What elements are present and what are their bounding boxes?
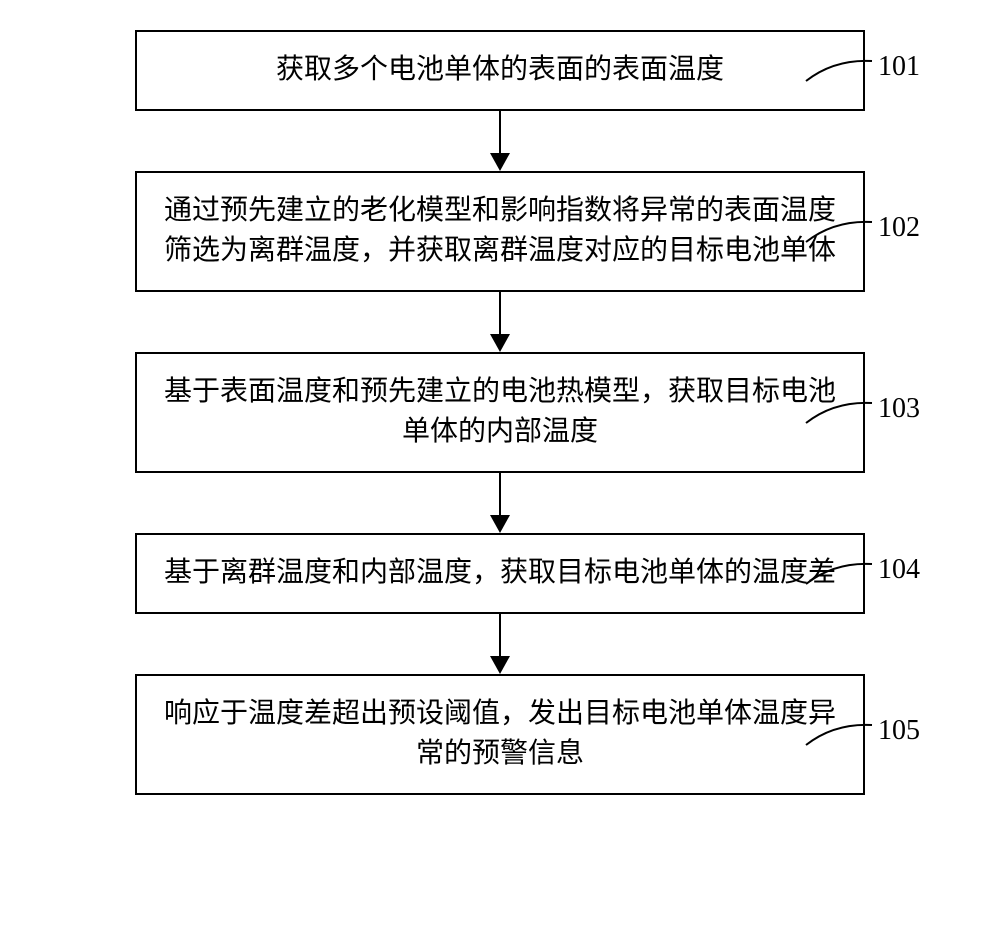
label-connector-icon [804, 397, 874, 427]
arrow-down-icon [480, 614, 520, 674]
step-label-group-105: 105 [804, 719, 920, 749]
step-row-103: 基于表面温度和预先建立的电池热模型，获取目标电池单体的内部温度 103 [40, 352, 960, 473]
label-connector-icon [804, 216, 874, 246]
arrow-down-icon [480, 292, 520, 352]
step-text: 基于离群温度和内部温度，获取目标电池单体的温度差 [164, 553, 836, 594]
label-connector-icon [804, 719, 874, 749]
step-label-group-102: 102 [804, 216, 920, 246]
step-row-101: 获取多个电池单体的表面的表面温度 101 [40, 30, 960, 111]
step-box-104: 基于离群温度和内部温度，获取目标电池单体的温度差 [135, 533, 865, 614]
step-row-104: 基于离群温度和内部温度，获取目标电池单体的温度差 104 [40, 533, 960, 614]
arrow-down-icon [480, 473, 520, 533]
step-box-101: 获取多个电池单体的表面的表面温度 [135, 30, 865, 111]
step-box-105: 响应于温度差超出预设阈值，发出目标电池单体温度异常的预警信息 [135, 674, 865, 795]
step-row-105: 响应于温度差超出预设阈值，发出目标电池单体温度异常的预警信息 105 [40, 674, 960, 795]
step-text: 基于表面温度和预先建立的电池热模型，获取目标电池单体的内部温度 [161, 372, 839, 453]
arrow-down-icon [480, 111, 520, 171]
step-box-103: 基于表面温度和预先建立的电池热模型，获取目标电池单体的内部温度 [135, 352, 865, 473]
step-label: 102 [878, 212, 920, 244]
arrow-3 [40, 473, 960, 533]
flowchart-container: 获取多个电池单体的表面的表面温度 101 通过预先建立的老化模型和影响指数将异常… [40, 30, 960, 795]
step-label-group-103: 103 [804, 397, 920, 427]
arrow-1 [40, 111, 960, 171]
label-connector-icon [804, 55, 874, 85]
step-label-group-104: 104 [804, 558, 920, 588]
arrow-4 [40, 614, 960, 674]
step-label-group-101: 101 [804, 55, 920, 85]
step-label: 101 [878, 51, 920, 83]
arrow-2 [40, 292, 960, 352]
label-connector-icon [804, 558, 874, 588]
step-row-102: 通过预先建立的老化模型和影响指数将异常的表面温度筛选为离群温度，并获取离群温度对… [40, 171, 960, 292]
step-label: 103 [878, 393, 920, 425]
step-text: 获取多个电池单体的表面的表面温度 [276, 50, 724, 91]
step-text: 通过预先建立的老化模型和影响指数将异常的表面温度筛选为离群温度，并获取离群温度对… [161, 191, 839, 272]
step-label: 105 [878, 715, 920, 747]
step-text: 响应于温度差超出预设阈值，发出目标电池单体温度异常的预警信息 [161, 694, 839, 775]
step-box-102: 通过预先建立的老化模型和影响指数将异常的表面温度筛选为离群温度，并获取离群温度对… [135, 171, 865, 292]
step-label: 104 [878, 554, 920, 586]
